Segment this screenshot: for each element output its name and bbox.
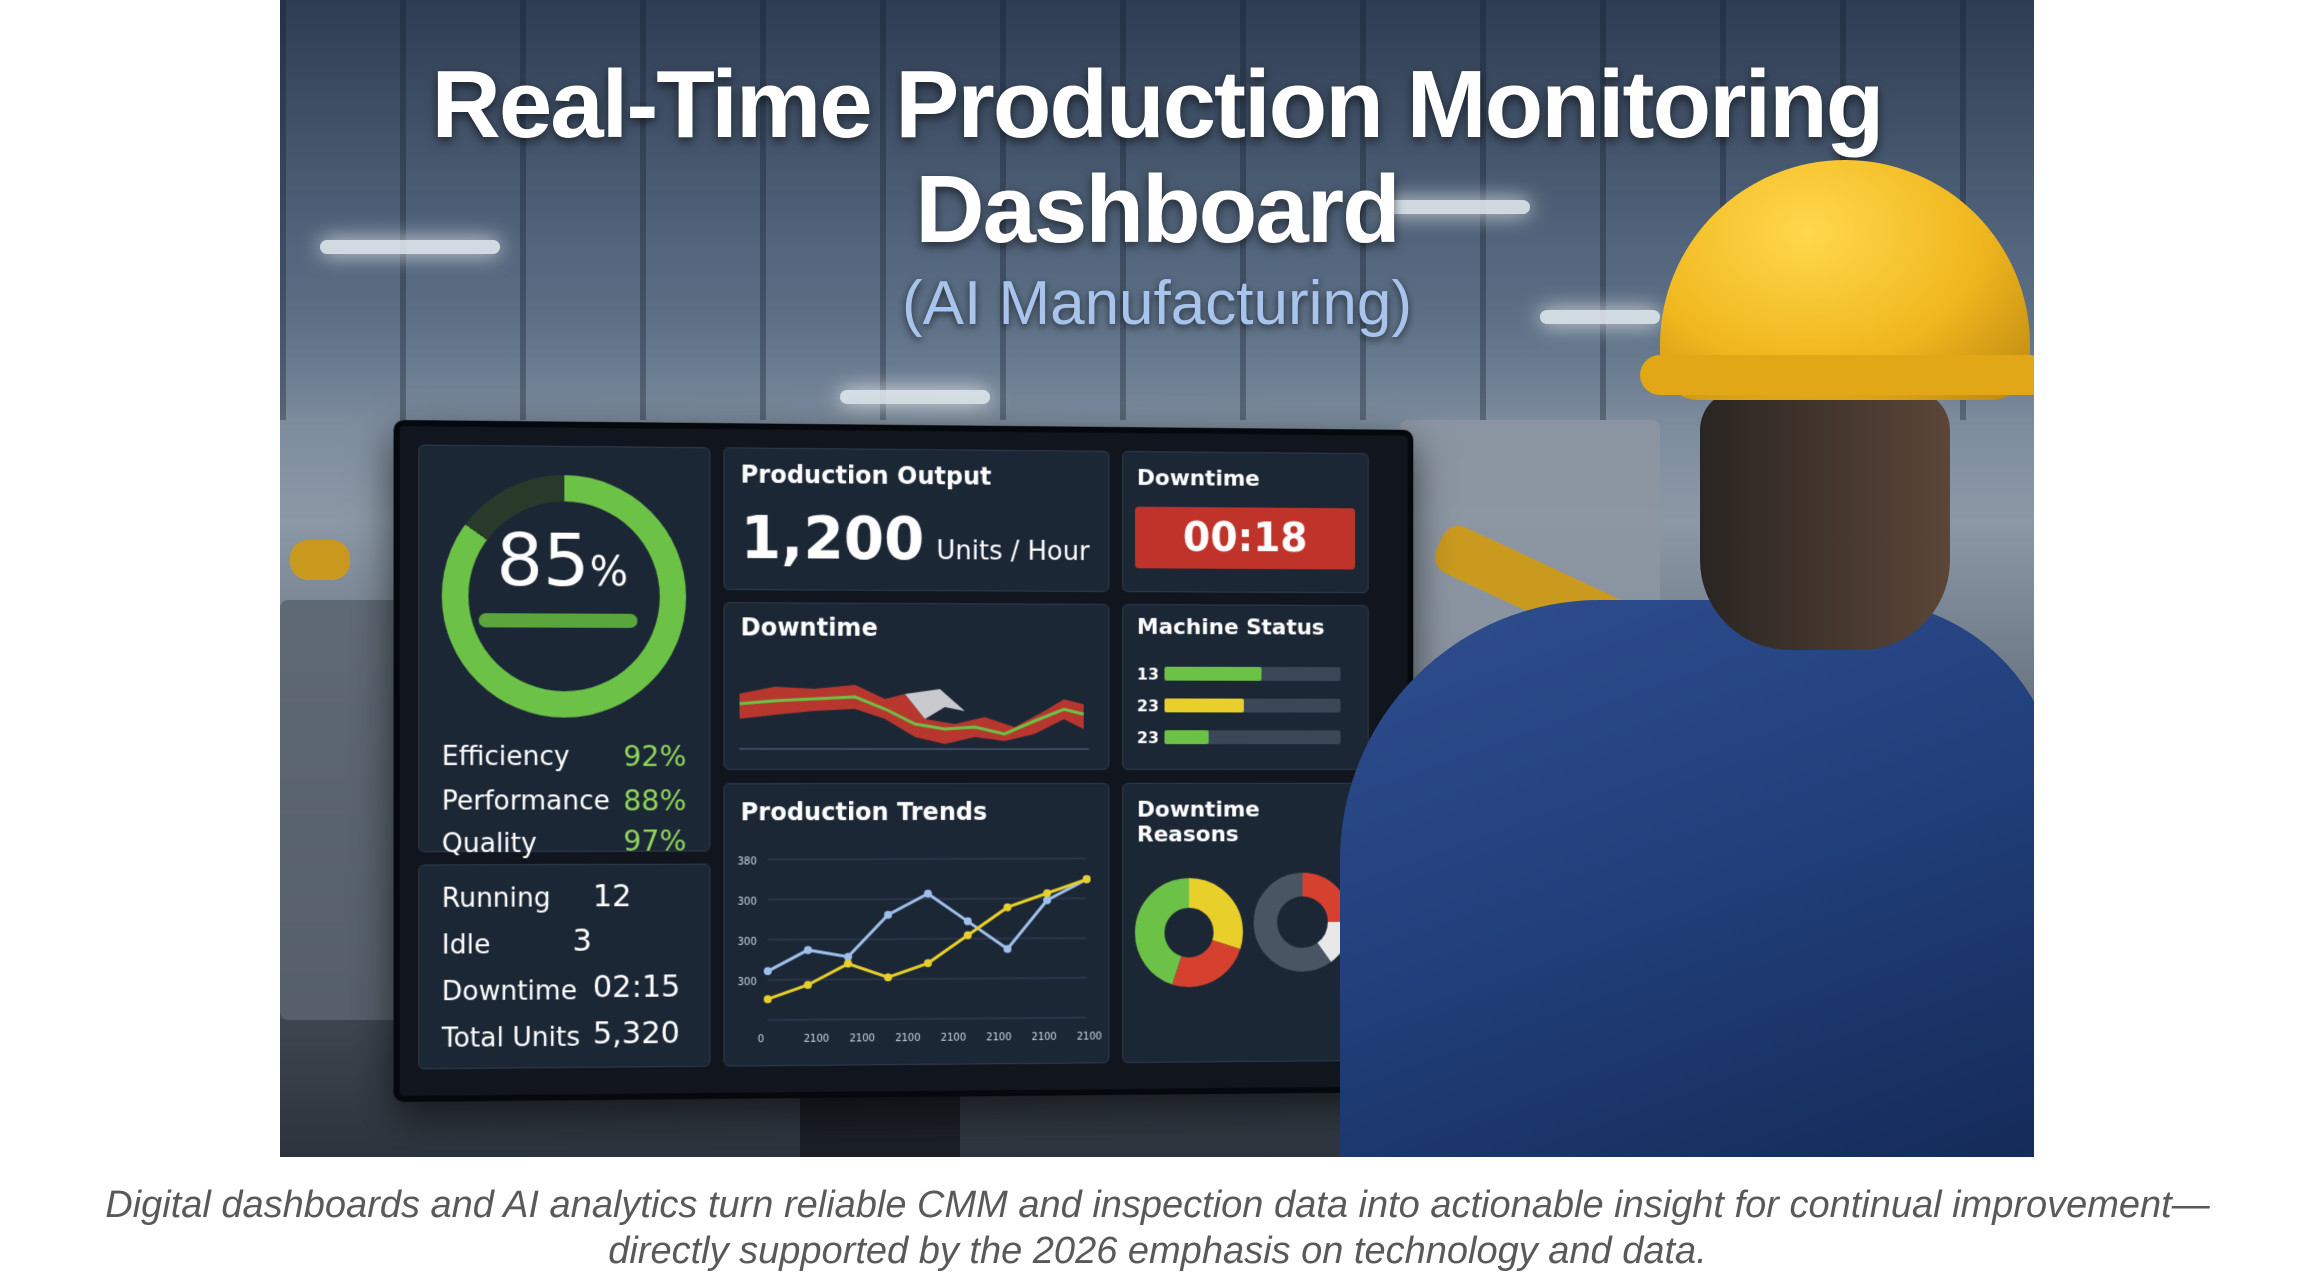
dashboard-monitor: 85% Efficiency 92% Performance 88% Quali… xyxy=(394,420,1414,1102)
caption-line1: Digital dashboards and AI analytics turn… xyxy=(0,1182,2315,1228)
caption-line2: directly supported by the 2026 emphasis … xyxy=(0,1228,2315,1274)
trend-yellow-point xyxy=(964,931,972,939)
trend-x-tick: 2100 xyxy=(1077,1032,1102,1043)
trend-blue-point xyxy=(964,917,972,925)
metric-label: Quality xyxy=(442,829,537,860)
trend-yellow-point xyxy=(764,995,772,1003)
worker-head xyxy=(1700,390,1950,650)
trend-yellow-point xyxy=(884,973,892,981)
panel-title: Production Trends xyxy=(741,798,988,826)
panel-title: Downtime Reasons xyxy=(1137,798,1368,848)
oee-panel: 85% Efficiency 92% Performance 88% Quali… xyxy=(418,445,710,853)
panel-title: Machine Status xyxy=(1137,615,1325,641)
trend-x-tick: 0 xyxy=(758,1034,764,1045)
output-unit: Units / Hour xyxy=(936,536,1089,567)
trend-yellow-point xyxy=(1043,889,1051,897)
oee-value: 85% xyxy=(419,517,704,604)
trend-yellow-point xyxy=(804,981,812,989)
trend-x-tick: 2100 xyxy=(986,1032,1011,1043)
machine-status-panel: Machine Status 13 23 23 xyxy=(1122,604,1369,770)
stat-value: 02:15 xyxy=(593,969,681,1005)
trend-blue-point xyxy=(764,967,772,975)
downtime-chart xyxy=(735,648,1099,759)
trend-yellow-point xyxy=(844,960,852,968)
hard-hat-brim xyxy=(1640,355,2034,395)
machine-status-label: 23 xyxy=(1137,696,1159,715)
machine-status-bars: 13 23 23 xyxy=(1123,605,1368,606)
trend-blue-point xyxy=(1043,896,1051,904)
worker-body xyxy=(1340,600,2034,1157)
production-trends-panel: Production Trends 380 300 300 300 0 2100 2100 2… xyxy=(723,783,1109,1067)
panel-title: Downtime xyxy=(741,613,878,642)
factory-photo: Real-Time Production Monitoring Dashboar… xyxy=(280,0,2034,1157)
trend-x-tick: 2100 xyxy=(941,1033,966,1044)
trend-yellow-point xyxy=(924,959,932,967)
trend-y-tick: 380 xyxy=(738,856,757,867)
stat-value: 5,320 xyxy=(593,1016,680,1052)
trend-gridline xyxy=(768,1018,1087,1020)
machine-stats-panel: Running 12 Idle 3 Downtime 02:15 Total U… xyxy=(418,864,710,1070)
trend-x-tick: 2100 xyxy=(804,1034,829,1045)
downtime-chart-panel: Downtime xyxy=(723,602,1109,770)
metric-label: Efficiency xyxy=(442,742,570,772)
production-trends-chart: 380 300 300 300 0 2100 2100 2100 2100 2100 2100 210… xyxy=(733,839,1102,1056)
ceiling-light xyxy=(840,390,990,404)
trend-blue-point xyxy=(804,946,812,954)
stat-label: Total Units xyxy=(442,1022,580,1053)
machine-status-bar xyxy=(1164,730,1208,744)
trend-y-tick: 300 xyxy=(738,977,757,988)
oee-bar xyxy=(479,613,638,628)
output-rate: 1,200 Units / Hour xyxy=(741,504,1090,574)
stat-label: Running xyxy=(442,883,551,914)
trend-blue-point xyxy=(844,953,852,961)
trend-blue-point xyxy=(1004,945,1012,953)
background-machine xyxy=(280,600,410,1020)
panel-title: Production Output xyxy=(741,461,992,491)
panel-title: Downtime xyxy=(1137,466,1260,492)
metric-value: 92% xyxy=(623,740,686,773)
stat-value: 3 xyxy=(573,923,592,958)
page-title: Real-Time Production Monitoring xyxy=(280,50,2034,160)
metric-label: Performance xyxy=(442,786,610,817)
robot-arm xyxy=(290,540,350,580)
trend-gridline xyxy=(768,938,1087,940)
metric-value: 97% xyxy=(623,824,686,857)
metric-value: 88% xyxy=(623,784,686,817)
trend-x-tick: 2100 xyxy=(895,1033,920,1044)
production-output-panel: Production Output 1,200 Units / Hour xyxy=(723,447,1109,592)
trend-y-tick: 300 xyxy=(738,897,757,908)
stat-label: Downtime xyxy=(442,976,577,1007)
trend-blue-point xyxy=(884,911,892,919)
machine-status-bar xyxy=(1164,698,1243,712)
trend-x-tick: 2100 xyxy=(849,1033,874,1044)
output-value: 1,200 xyxy=(741,504,925,573)
trend-y-tick: 300 xyxy=(738,937,757,948)
stat-label: Idle xyxy=(442,930,491,961)
trend-gridline xyxy=(768,858,1087,859)
trend-yellow-point xyxy=(1083,875,1091,883)
trend-x-tick: 2100 xyxy=(1032,1032,1057,1043)
machine-status-label: 23 xyxy=(1137,728,1159,747)
downtime-reasons-charts xyxy=(1128,843,1363,1042)
trend-gridline xyxy=(768,898,1087,899)
machine-status-label: 13 xyxy=(1137,665,1159,684)
trend-yellow-point xyxy=(1004,903,1012,911)
trend-blue-point xyxy=(924,890,932,898)
downtime-reasons-panel: Downtime Reasons xyxy=(1122,783,1369,1063)
stat-value: 12 xyxy=(593,879,632,914)
machine-status-bar xyxy=(1164,667,1261,681)
downtime-timer: 00:18 xyxy=(1135,507,1355,570)
downtime-timer-panel: Downtime 00:18 xyxy=(1122,451,1369,593)
